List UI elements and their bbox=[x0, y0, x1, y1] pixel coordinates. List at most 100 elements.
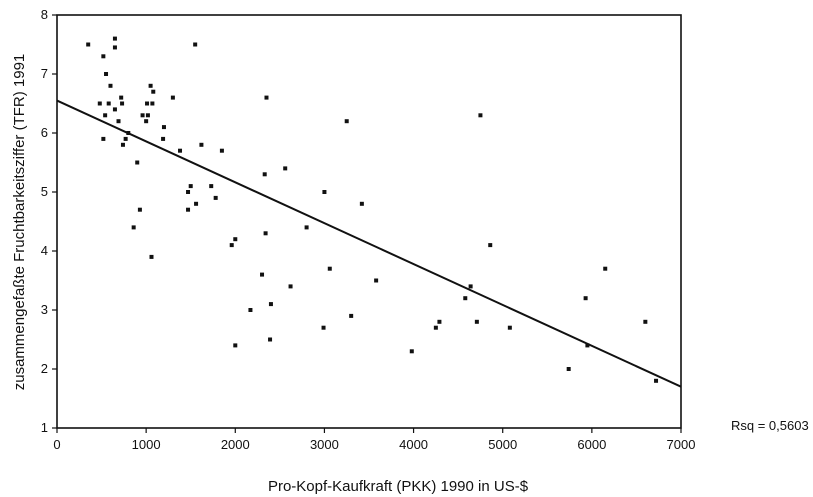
x-tick-label: 1000 bbox=[132, 437, 161, 452]
data-point bbox=[135, 160, 140, 165]
x-tick-label: 6000 bbox=[577, 437, 606, 452]
x-tick-label: 0 bbox=[53, 437, 60, 452]
data-point bbox=[103, 113, 108, 118]
data-points bbox=[86, 36, 659, 383]
regression-line-group bbox=[56, 99, 682, 388]
data-point bbox=[178, 148, 183, 153]
data-point bbox=[170, 95, 175, 100]
plot-frame bbox=[56, 14, 682, 429]
data-point bbox=[263, 231, 268, 236]
data-point bbox=[186, 190, 191, 194]
data-point bbox=[148, 83, 153, 88]
x-axis-title: Pro-Kopf-Kaufkraft (PKK) 1990 in US-$ bbox=[268, 478, 529, 495]
y-axis-ticks: 1 2 3 4 5 6 7 8 bbox=[41, 7, 57, 435]
data-point bbox=[327, 266, 332, 271]
data-point bbox=[120, 101, 125, 106]
data-point bbox=[112, 45, 117, 50]
data-point bbox=[149, 254, 154, 259]
data-point bbox=[268, 337, 273, 342]
data-point bbox=[101, 136, 106, 141]
data-point bbox=[654, 378, 659, 383]
data-point bbox=[119, 95, 124, 100]
data-point bbox=[188, 184, 193, 189]
y-tick-label: 1 bbox=[41, 420, 48, 435]
data-point bbox=[268, 302, 273, 307]
data-point bbox=[349, 313, 354, 318]
x-tick-label: 2000 bbox=[221, 437, 250, 452]
x-tick-label: 7000 bbox=[667, 437, 696, 452]
plot-border bbox=[56, 14, 682, 429]
data-point bbox=[603, 266, 608, 271]
data-point bbox=[108, 83, 113, 88]
data-point bbox=[219, 148, 224, 153]
regression-line bbox=[56, 99, 682, 388]
x-tick-label: 3000 bbox=[310, 437, 339, 452]
y-tick-label: 2 bbox=[41, 361, 48, 376]
data-point bbox=[474, 319, 479, 324]
data-point bbox=[213, 195, 218, 200]
data-point bbox=[140, 113, 145, 118]
y-tick-label: 5 bbox=[41, 184, 48, 199]
data-point bbox=[344, 119, 349, 124]
data-point bbox=[643, 319, 648, 324]
data-point bbox=[374, 278, 379, 283]
data-point bbox=[97, 101, 102, 106]
x-tick-label: 4000 bbox=[399, 437, 428, 452]
x-tick-label: 5000 bbox=[488, 437, 517, 452]
data-point bbox=[145, 113, 150, 118]
data-point bbox=[86, 42, 91, 47]
data-point bbox=[233, 343, 238, 348]
data-point bbox=[409, 349, 414, 354]
data-point bbox=[262, 172, 267, 177]
y-tick-label: 7 bbox=[41, 66, 48, 81]
data-point bbox=[199, 142, 204, 147]
data-point bbox=[288, 284, 293, 289]
data-point bbox=[131, 225, 136, 230]
data-point bbox=[194, 201, 199, 206]
data-point bbox=[468, 284, 473, 289]
data-point bbox=[566, 367, 571, 371]
data-point bbox=[144, 119, 149, 124]
y-tick-label: 8 bbox=[41, 7, 48, 22]
data-point bbox=[151, 89, 156, 94]
data-point bbox=[106, 101, 111, 106]
data-point bbox=[120, 142, 125, 147]
data-point bbox=[104, 72, 109, 76]
data-point bbox=[137, 207, 142, 212]
data-point bbox=[488, 243, 493, 248]
data-point bbox=[359, 201, 364, 206]
data-point bbox=[437, 319, 442, 324]
data-point bbox=[585, 343, 590, 348]
data-point bbox=[233, 237, 238, 242]
data-point bbox=[186, 207, 191, 212]
data-point bbox=[150, 101, 155, 106]
data-point bbox=[112, 36, 117, 41]
data-point bbox=[229, 243, 234, 248]
data-point bbox=[248, 308, 253, 312]
data-point bbox=[283, 166, 288, 171]
y-tick-label: 4 bbox=[41, 243, 48, 258]
data-point bbox=[112, 107, 117, 112]
data-point bbox=[101, 54, 106, 59]
data-point bbox=[321, 325, 326, 330]
data-point bbox=[209, 184, 214, 189]
data-point bbox=[463, 296, 468, 301]
data-point bbox=[433, 325, 438, 330]
data-point bbox=[304, 225, 309, 230]
data-point bbox=[116, 119, 121, 124]
data-point bbox=[161, 125, 166, 130]
x-axis-ticks: 0 1000 2000 3000 4000 5000 6000 7000 bbox=[53, 428, 695, 452]
y-tick-label: 3 bbox=[41, 302, 48, 317]
data-point bbox=[193, 42, 198, 47]
data-point bbox=[145, 101, 150, 106]
data-point bbox=[264, 95, 269, 100]
data-point bbox=[583, 296, 588, 301]
data-point bbox=[161, 136, 166, 141]
data-point bbox=[260, 272, 265, 277]
y-tick-label: 6 bbox=[41, 125, 48, 140]
rsq-annotation: Rsq = 0,5603 bbox=[731, 418, 809, 433]
data-point bbox=[322, 190, 327, 194]
data-point bbox=[478, 113, 483, 118]
y-axis-title: zusammengefaßte Fruchtbarkeitsziffer (TF… bbox=[11, 54, 28, 391]
